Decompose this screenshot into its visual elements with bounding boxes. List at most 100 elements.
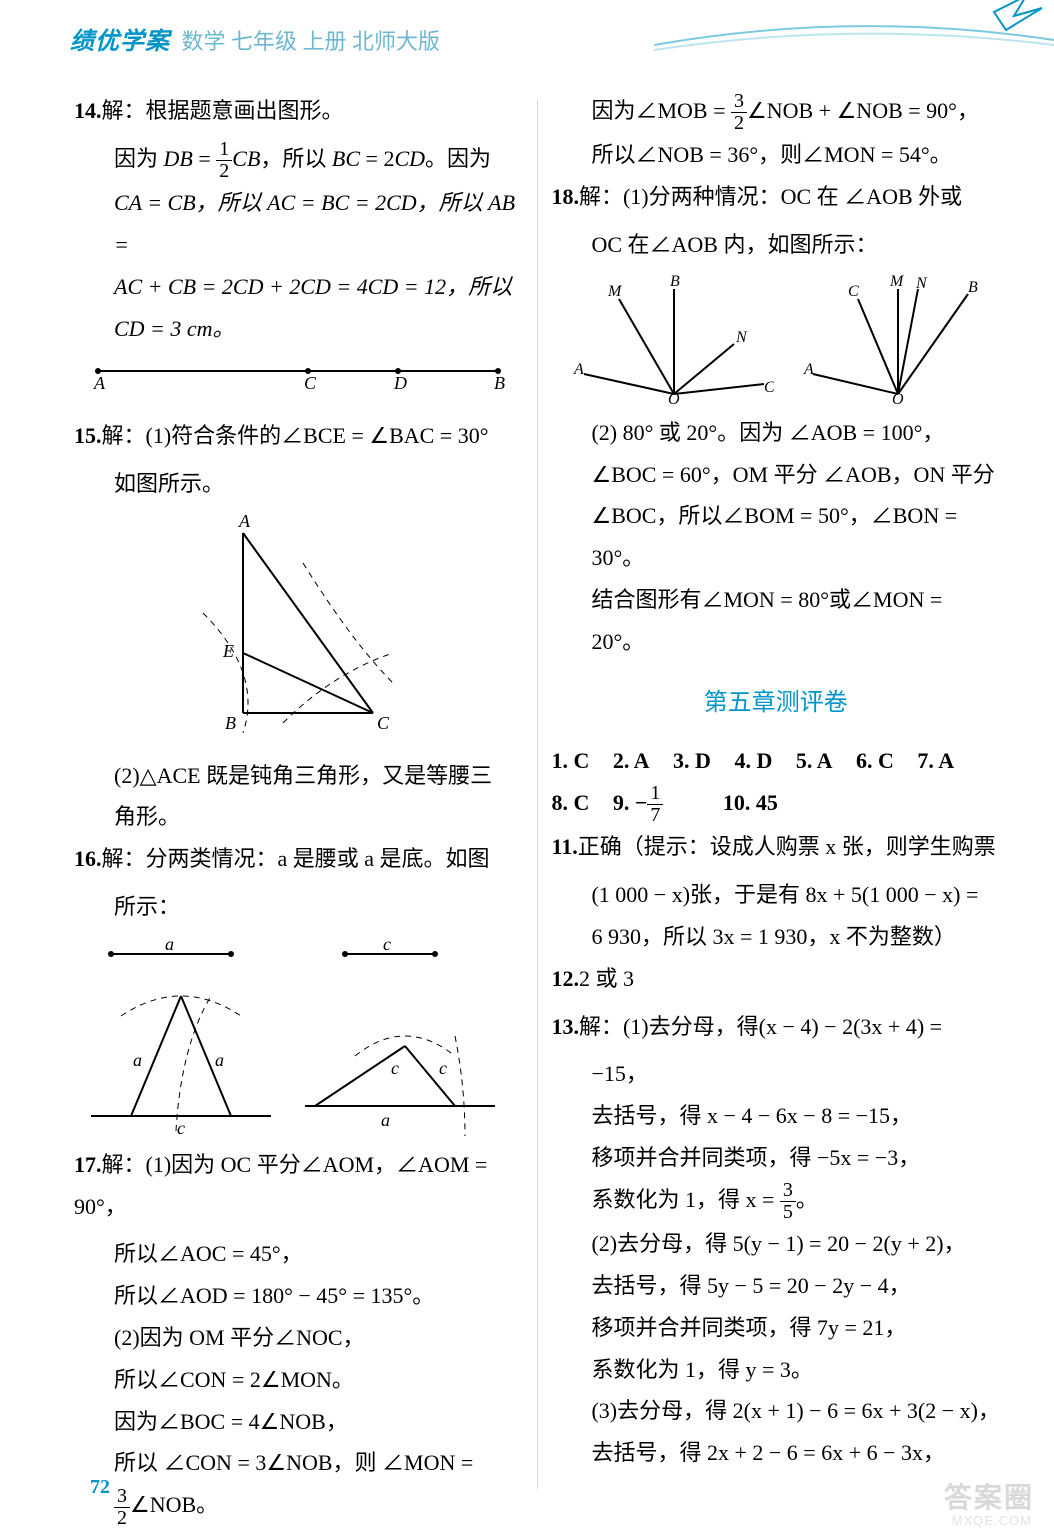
q18-l4: ∠BOC = 60°，OM 平分 ∠AOB，ON 平分	[551, 454, 1000, 496]
q18-figure: A M B N C O A C M N B O	[551, 274, 1000, 404]
svg-text:c: c	[439, 1058, 447, 1078]
mc-answers-row1: 1. C 2. A 3. D 4. D 5. A 6. C 7. A	[551, 740, 1000, 782]
svg-text:a: a	[215, 1050, 224, 1070]
q18-l1: 解：(1)分两种情况：OC 在 ∠AOB 外或	[579, 184, 962, 209]
a6: 6. C	[856, 748, 894, 773]
svg-text:A: A	[238, 513, 251, 531]
q14-l3: CA = CB，所以 AC = BC = 2CD，所以 AB =	[74, 182, 523, 266]
q16-l2: 所示：	[74, 886, 523, 928]
t: 因为	[114, 146, 164, 171]
q17-l8: 32∠NOB。	[74, 1484, 523, 1528]
left-column: 14.解：根据题意画出图形。 因为 DB = 12CB，所以 BC = 2CD。…	[60, 90, 537, 1529]
q13-l2: 去括号，得 x − 4 − 6x − 8 = −15，	[551, 1095, 1000, 1137]
page-body: 14.解：根据题意画出图形。 因为 DB = 12CB，所以 BC = 2CD。…	[0, 90, 1054, 1529]
subtitle: 数学 七年级 上册 北师大版	[182, 29, 441, 54]
q16-figure: a a a c c c c a	[74, 936, 523, 1136]
q16-num: 16.	[74, 846, 102, 871]
q16: 16.解：分两类情况：a 是腰或 a 是底。如图	[74, 838, 523, 880]
q13-l7: 移项并合并同类项，得 7y = 21，	[551, 1307, 1000, 1349]
header-swoosh-icon	[654, 0, 1054, 60]
svg-text:M: M	[607, 283, 623, 300]
q13-l1b: −15，	[551, 1053, 1000, 1095]
svg-text:E: E	[222, 641, 234, 661]
a5: 5. A	[796, 748, 833, 773]
t: CD = 3 cm。	[114, 316, 235, 341]
q11-l2: (1 000 − x)张，于是有 8x + 5(1 000 − x) =	[551, 874, 1000, 916]
q13: 13.解：(1)去分母，得(x − 4) − 2(3x + 4) =	[551, 1006, 1000, 1048]
q18-l2: OC 在∠AOB 内，如图所示：	[551, 224, 1000, 266]
t: = 2	[360, 146, 394, 171]
svg-text:O: O	[668, 391, 680, 404]
svg-text:C: C	[377, 713, 390, 733]
svg-text:N: N	[735, 329, 748, 346]
t: 因为∠MOB =	[591, 98, 731, 123]
t: ，所以	[260, 146, 332, 171]
frac-3-2: 32	[114, 1486, 130, 1529]
q17-l2: 所以∠AOC = 45°，	[74, 1233, 523, 1275]
r-top-l1: 因为∠MOB = 32∠NOB + ∠NOB = 90°，	[551, 90, 1000, 134]
triangle-ace: A E B C	[183, 513, 413, 733]
q17-l7: 所以 ∠CON = 3∠NOB，则 ∠MON =	[74, 1442, 523, 1484]
svg-text:c: c	[383, 936, 391, 954]
q13-l6: 去括号，得 5y − 5 = 20 − 2y − 4，	[551, 1265, 1000, 1307]
q15: 15.解：(1)符合条件的∠BCE = ∠BAC = 30°	[74, 415, 523, 457]
frac-3-5: 35	[780, 1180, 796, 1223]
q14-l1: 解：根据题意画出图形。	[102, 98, 344, 123]
right-column: 因为∠MOB = 32∠NOB + ∠NOB = 90°， 所以∠NOB = 3…	[537, 90, 1014, 1529]
svg-text:A: A	[93, 373, 106, 393]
tri-left: a a a c	[81, 936, 281, 1136]
q17-l6: 因为∠BOC = 4∠NOB，	[74, 1401, 523, 1443]
q14-figure: A C D B	[74, 357, 523, 407]
q13-l8: 系数化为 1，得 y = 3。	[551, 1349, 1000, 1391]
a3: 3. D	[673, 748, 711, 773]
q12-l1: 2 或 3	[579, 966, 634, 991]
t: AC + CB = 2CD + 2CD = 4CD = 12，所以	[114, 274, 512, 299]
q13-l3: 移项并合并同类项，得 −5x = −3，	[551, 1137, 1000, 1179]
q16-l1: 解：分两类情况：a 是腰或 a 是底。如图	[102, 846, 490, 871]
q13-l4: 系数化为 1，得 x = 35。	[551, 1179, 1000, 1223]
q14-l5: CD = 3 cm。	[74, 308, 523, 350]
t: 。因为	[425, 146, 491, 171]
t: ∠NOB。	[130, 1492, 218, 1517]
q15-l1: 解：(1)符合条件的∠BCE = ∠BAC = 30°	[102, 423, 489, 448]
q15-num: 15.	[74, 423, 102, 448]
q14-l4: AC + CB = 2CD + 2CD = 4CD = 12，所以	[74, 266, 523, 308]
svg-text:N: N	[915, 275, 928, 292]
q17-l3: 所以∠AOD = 180° − 45° = 135°。	[74, 1275, 523, 1317]
q15-l4: 角形。	[74, 796, 523, 838]
q18-num: 18.	[551, 184, 579, 209]
q17: 17.解：(1)因为 OC 平分∠AOM，∠AOM = 90°，	[74, 1144, 523, 1228]
q18-l6: 结合图形有∠MON = 80°或∠MON = 20°。	[551, 579, 1000, 663]
frac-half: 12	[216, 139, 232, 182]
svg-text:A: A	[573, 361, 584, 378]
svg-text:O: O	[892, 391, 904, 404]
svg-text:B: B	[494, 373, 505, 393]
section-title: 第五章测评卷	[551, 681, 1000, 727]
line-acdb: A C D B	[88, 357, 508, 393]
q12-num: 12.	[551, 966, 579, 991]
svg-text:A: A	[803, 361, 814, 378]
page-number: 72	[90, 1468, 110, 1506]
q15-l2: 如图所示。	[74, 463, 523, 505]
q13-l9: (3)去分母，得 2(x + 1) − 6 = 6x + 3(2 − x)，	[551, 1390, 1000, 1432]
svg-text:B: B	[225, 713, 236, 733]
svg-text:C: C	[764, 379, 774, 396]
a9: 9. −17	[613, 790, 700, 815]
q17-num: 17.	[74, 1152, 102, 1177]
page-header: 绩优学案 数学 七年级 上册 北师大版	[0, 0, 1054, 90]
q13-l1: 解：(1)去分母，得(x − 4) − 2(3x + 4) =	[579, 1014, 942, 1039]
frac-1-7: 17	[647, 783, 681, 826]
q11-l1: 正确（提示：设成人购票 x 张，则学生购票	[578, 834, 996, 859]
q17-l5: 所以∠CON = 2∠MON。	[74, 1359, 523, 1401]
svg-text:B: B	[670, 274, 680, 290]
q11-l3: 6 930，所以 3x = 1 930，x 不为整数）	[551, 916, 1000, 958]
r-top-l2: 所以∠NOB = 36°，则∠MON = 54°。	[551, 134, 1000, 176]
watermark-sub: MXQE.COM	[952, 1509, 1032, 1534]
t: BC	[332, 146, 360, 171]
a1: 1. C	[551, 748, 589, 773]
svg-text:B: B	[968, 279, 978, 296]
q18-l5: ∠BOC，所以∠BOM = 50°，∠BON = 30°。	[551, 495, 1000, 579]
tri-right: c c c a	[295, 936, 515, 1136]
t: 9. −	[613, 790, 648, 815]
t: 系数化为 1，得 x =	[591, 1187, 779, 1212]
